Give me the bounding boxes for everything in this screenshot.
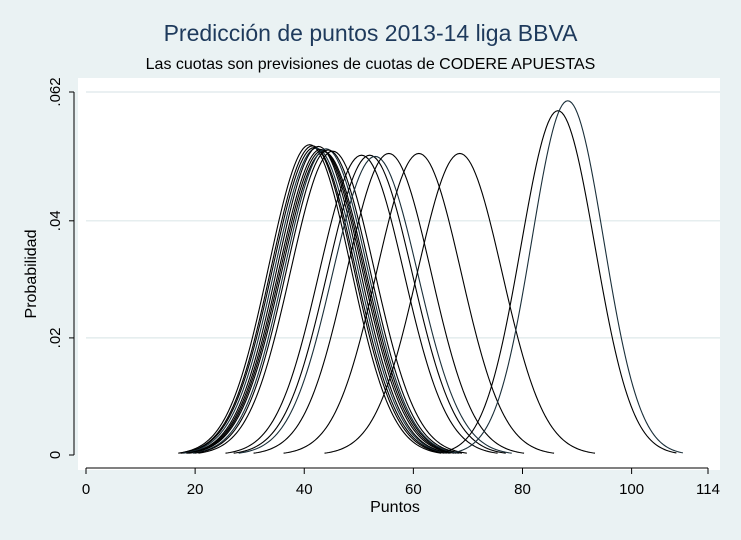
density-curve xyxy=(452,100,684,454)
density-curve xyxy=(253,152,525,454)
y-tick-label: .062 xyxy=(47,77,64,106)
x-tick-label: 80 xyxy=(514,481,531,498)
x-tick-label: 20 xyxy=(187,481,204,498)
density-curve xyxy=(192,148,460,454)
y-tick-label: .02 xyxy=(47,327,64,348)
density-curve xyxy=(324,152,596,454)
density-curve xyxy=(178,144,442,454)
x-tick-label: 60 xyxy=(405,481,422,498)
density-curve xyxy=(233,154,506,454)
density-curve xyxy=(194,149,463,454)
y-tick-label: .04 xyxy=(47,210,64,231)
density-curve xyxy=(198,150,467,454)
chart-title: Predicción de puntos 2013-14 liga BBVA xyxy=(163,20,578,46)
plot-area xyxy=(78,78,720,470)
chart-subtitle: Las cuotas son previsiones de cuotas de … xyxy=(145,56,596,73)
density-curve xyxy=(283,152,555,454)
density-curve xyxy=(186,145,451,454)
y-axis-label: Probabilidad xyxy=(23,230,40,319)
x-tick-label: 0 xyxy=(82,481,90,498)
density-curve xyxy=(238,155,512,454)
x-axis-label: Puntos xyxy=(370,499,420,516)
density-curve xyxy=(180,145,445,454)
density-curve xyxy=(183,147,450,454)
x-tick-label: 100 xyxy=(619,481,644,498)
density-curve xyxy=(439,110,677,454)
x-tick-label: 114 xyxy=(696,481,720,498)
density-curve xyxy=(187,148,455,454)
y-tick-label: 0 xyxy=(47,451,64,459)
density-curve xyxy=(225,154,498,454)
x-tick-label: 40 xyxy=(296,481,313,498)
